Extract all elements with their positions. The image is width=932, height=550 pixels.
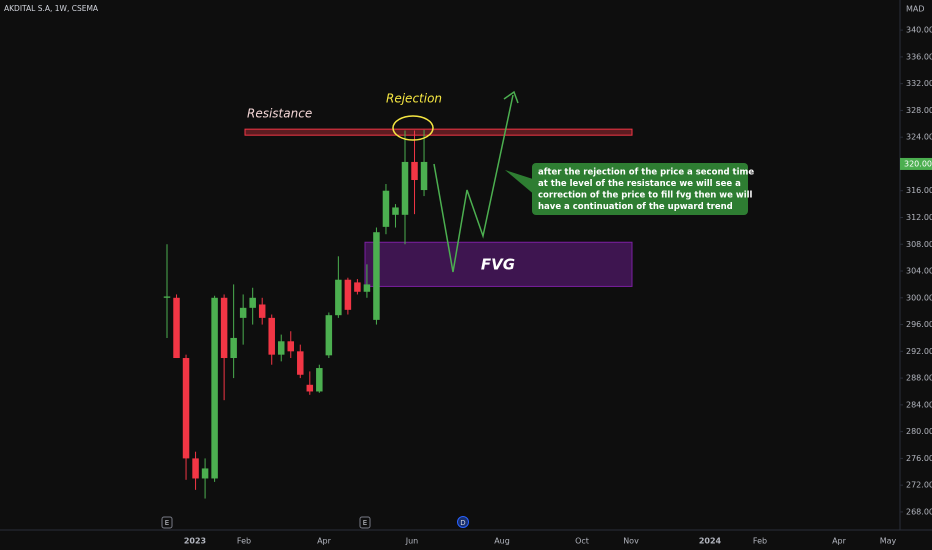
y-tick-label: 288.00: [906, 374, 932, 383]
candle-body: [182, 358, 190, 459]
candle-body: [287, 341, 295, 352]
zone: [364, 241, 633, 287]
y-tick-label: 280.00: [906, 427, 932, 436]
y-tick-label: 300.00: [906, 293, 932, 302]
x-tick-label: Jun: [405, 537, 419, 546]
y-tick-label: 284.00: [906, 400, 932, 409]
candle-body: [363, 284, 371, 292]
candles: [163, 129, 428, 499]
candle-body: [173, 297, 180, 359]
candle-body: [230, 337, 237, 359]
candle-body: [401, 161, 409, 215]
y-tick-label: 292.00: [906, 347, 932, 356]
event-badge: [457, 516, 469, 528]
callout-line: after the rejection of the price a secon…: [538, 168, 754, 178]
x-tick-label: Apr: [317, 537, 332, 546]
y-tick-label: 316.00: [906, 186, 932, 195]
projection-arrow: [433, 94, 514, 273]
callout-line: correction of the price to fill fvg then…: [538, 191, 753, 201]
candle-body: [268, 317, 275, 355]
candle-body: [211, 297, 218, 479]
candle-body: [306, 384, 314, 392]
y-tick-label: 304.00: [906, 267, 932, 276]
x-tick-label: Oct: [575, 537, 589, 546]
callout-pointer: [505, 170, 536, 196]
y-tick-label: 340.00: [906, 26, 932, 35]
y-tick-label: 276.00: [906, 454, 932, 463]
y-tick-label: 296.00: [906, 320, 932, 329]
candle-body: [420, 161, 428, 191]
chart-title: AKDITAL S.A, 1W, CSEMA: [4, 4, 99, 13]
candle-body: [258, 304, 266, 318]
x-tick-label: Feb: [237, 537, 251, 546]
candle-body: [411, 161, 418, 181]
candle-body: [163, 296, 171, 298]
y-tick-label: 272.00: [906, 481, 932, 490]
candle-body: [344, 279, 352, 310]
zones: [244, 128, 633, 287]
candle-body: [382, 190, 390, 227]
x-tick-label: 2023: [184, 537, 206, 546]
zone: [244, 128, 633, 136]
x-tick-label: Aug: [494, 537, 510, 546]
x-tick-label: 2024: [699, 537, 722, 546]
y-tick-label: 308.00: [906, 240, 932, 249]
candle-body: [335, 279, 342, 316]
y-tick-label: 328.00: [906, 106, 932, 115]
candle-body: [392, 207, 399, 215]
candle-body: [249, 297, 256, 308]
fvg-label: FVG: [481, 256, 515, 274]
event-label: D: [460, 519, 465, 527]
y-tick-label: 324.00: [906, 133, 932, 142]
rejection-label: Rejection: [386, 92, 442, 106]
y-tick-label: 336.00: [906, 52, 932, 61]
last-price-tag: [900, 157, 932, 170]
candle-body: [239, 307, 247, 318]
callout-line: have a continuation of the upward trend: [538, 202, 733, 212]
candle-body: [373, 232, 380, 320]
currency: MAD: [906, 5, 925, 14]
candle-body: [316, 368, 323, 392]
callout-box: [532, 163, 748, 215]
event-badge: [359, 516, 371, 529]
x-tick-label: Apr: [832, 537, 847, 546]
callout-text: after the rejection of the price a secon…: [538, 168, 754, 213]
resistance-label: Resistance: [247, 107, 312, 121]
candle-body: [354, 282, 361, 292]
candle-body: [325, 315, 333, 356]
last-price-label: 320.00: [904, 159, 932, 168]
candle-body: [297, 351, 304, 375]
candle-body: [220, 297, 228, 359]
y-tick-label: 332.00: [906, 79, 932, 88]
candle-body: [192, 458, 199, 479]
y-tick-label: 268.00: [906, 507, 932, 516]
candle-body: [201, 468, 209, 479]
candle-body: [277, 341, 285, 355]
event-badge: [161, 516, 173, 529]
x-tick-label: Nov: [623, 537, 639, 546]
x-tick-label: May: [880, 537, 897, 546]
y-tick-label: 312.00: [906, 213, 932, 222]
arrow-head: [503, 90, 519, 104]
rejection-circle: [392, 115, 434, 141]
event-label: E: [165, 519, 169, 527]
event-label: E: [363, 519, 367, 527]
callout-line: at the level of the resistance we will s…: [538, 179, 741, 189]
x-tick-label: Feb: [753, 537, 767, 546]
